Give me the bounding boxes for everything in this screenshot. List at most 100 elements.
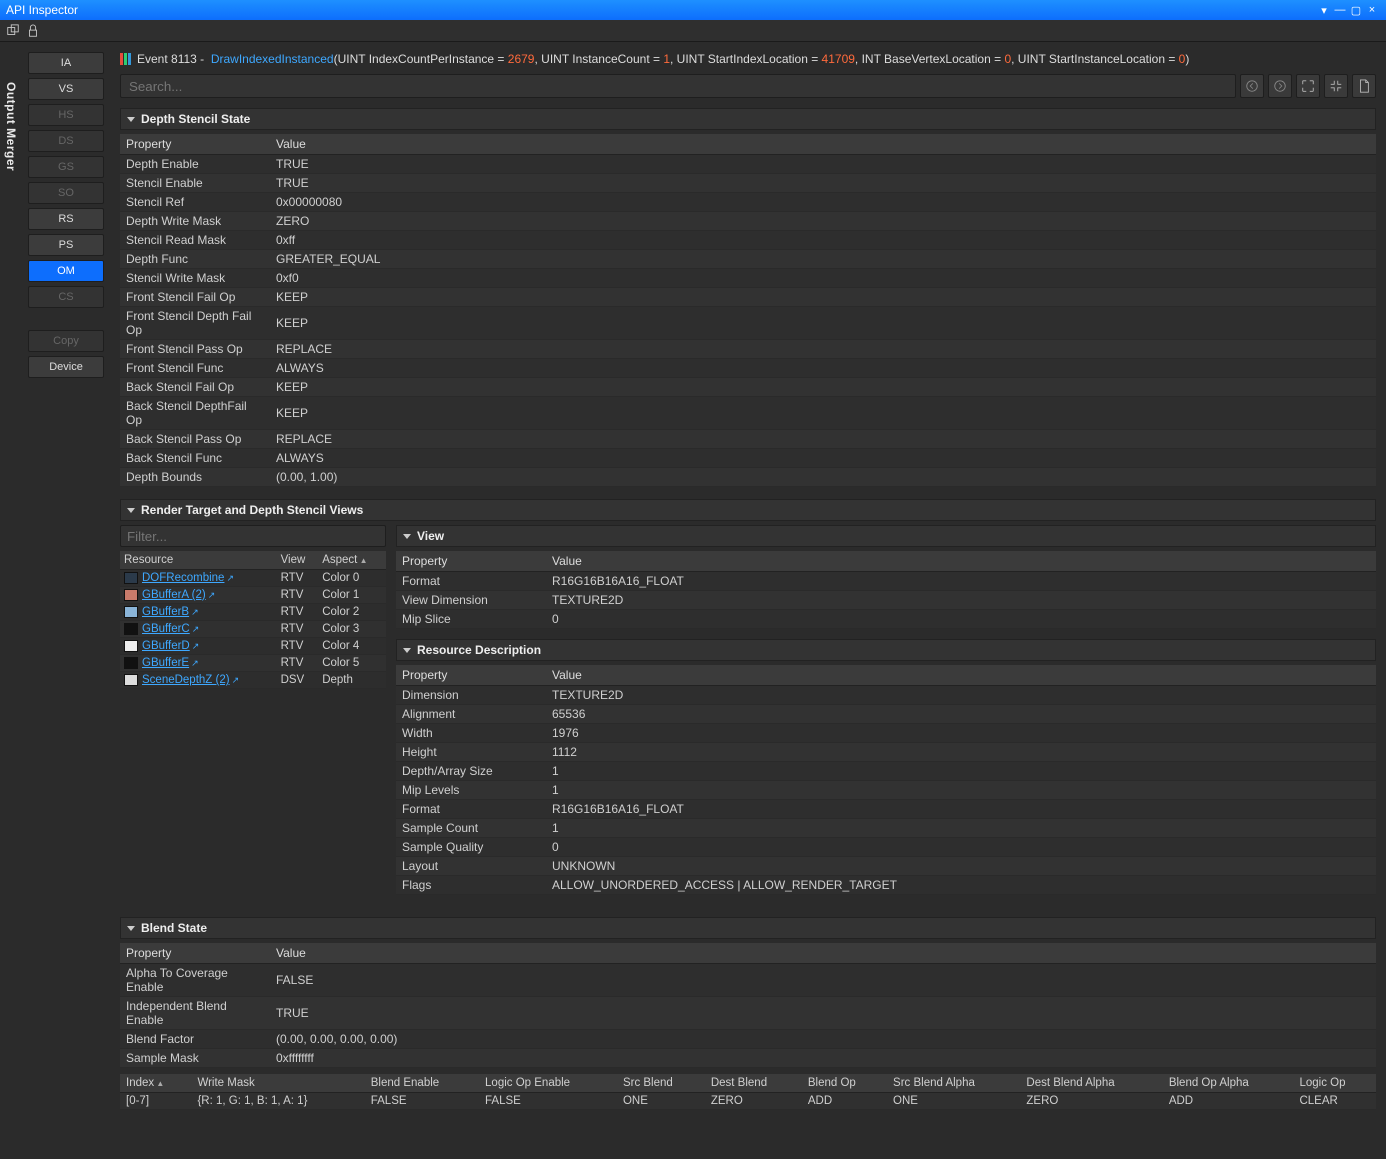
chevron-down-icon [403, 648, 411, 653]
chevron-down-icon [127, 508, 135, 513]
stage-om-button[interactable]: OM [28, 260, 104, 282]
resource-row[interactable]: GBufferD↗RTVColor 4 [120, 638, 386, 655]
resource-link[interactable]: GBufferA (2) [142, 589, 206, 601]
value-cell: (0.00, 1.00) [270, 468, 1376, 487]
property-cell: Independent Blend Enable [120, 997, 270, 1030]
column-header[interactable]: Property [396, 665, 546, 686]
property-cell: Stencil Write Mask [120, 269, 270, 288]
column-header[interactable]: Resource [120, 551, 277, 570]
column-header[interactable]: Logic Op [1293, 1074, 1376, 1093]
resource-swatch-icon [124, 606, 138, 618]
property-cell: Mip Slice [396, 610, 546, 629]
property-cell: Sample Quality [396, 838, 546, 857]
next-icon[interactable] [1268, 74, 1292, 98]
rtdsv-header[interactable]: Render Target and Depth Stencil Views [120, 499, 1376, 521]
resource-row[interactable]: GBufferA (2)↗RTVColor 1 [120, 587, 386, 604]
property-cell: Back Stencil Fail Op [120, 378, 270, 397]
table-row: Back Stencil FuncALWAYS [120, 449, 1376, 468]
section-title: View [417, 529, 444, 543]
document-icon[interactable] [1352, 74, 1376, 98]
column-header[interactable]: Blend Op [802, 1074, 887, 1093]
column-header[interactable]: Src Blend [617, 1074, 705, 1093]
maximize-icon[interactable]: ▢ [1348, 4, 1364, 17]
collapse-icon[interactable] [1324, 74, 1348, 98]
depth-stencil-table: PropertyValueDepth EnableTRUEStencil Ena… [120, 134, 1376, 487]
resource-link[interactable]: GBufferC [142, 623, 190, 635]
resource-link[interactable]: GBufferE [142, 657, 189, 669]
stage-rs-button[interactable]: RS [28, 208, 104, 230]
value-cell: GREATER_EQUAL [270, 250, 1376, 269]
resource-link[interactable]: GBufferB [142, 606, 189, 618]
column-header[interactable]: Property [120, 134, 270, 155]
column-header[interactable]: Value [546, 665, 1376, 686]
stage-ia-button[interactable]: IA [28, 52, 104, 74]
value-cell: ALWAYS [270, 449, 1376, 468]
view-header[interactable]: View [396, 525, 1376, 547]
restore-icon[interactable]: — [1332, 4, 1348, 16]
blend-header[interactable]: Blend State [120, 917, 1376, 939]
chevron-down-icon [403, 534, 411, 539]
vertical-tab[interactable]: Output Merger [0, 42, 22, 1159]
resource-link[interactable]: SceneDepthZ (2) [142, 674, 230, 686]
column-header[interactable]: Index [120, 1074, 191, 1093]
resource-row[interactable]: GBufferE↗RTVColor 5 [120, 655, 386, 672]
window-title: API Inspector [6, 3, 78, 17]
search-input[interactable] [120, 74, 1236, 98]
value-cell: REPLACE [270, 430, 1376, 449]
property-cell: Front Stencil Func [120, 359, 270, 378]
table-row: Front Stencil Pass OpREPLACE [120, 340, 1376, 359]
column-header[interactable]: Property [396, 551, 546, 572]
section-title: Render Target and Depth Stencil Views [141, 503, 363, 517]
resdesc-header[interactable]: Resource Description [396, 639, 1376, 661]
resource-row[interactable]: SceneDepthZ (2)↗DSVDepth [120, 672, 386, 689]
property-cell: Stencil Enable [120, 174, 270, 193]
expand-icon[interactable] [1296, 74, 1320, 98]
column-header[interactable]: Write Mask [191, 1074, 364, 1093]
resource-row[interactable]: GBufferC↗RTVColor 3 [120, 621, 386, 638]
resource-row[interactable]: DOFRecombine↗RTVColor 0 [120, 570, 386, 587]
property-cell: Back Stencil Func [120, 449, 270, 468]
close-icon[interactable]: × [1364, 4, 1380, 16]
column-header[interactable]: Logic Op Enable [479, 1074, 617, 1093]
column-header[interactable]: View [277, 551, 319, 570]
property-cell: Format [396, 572, 546, 591]
prev-icon[interactable] [1240, 74, 1264, 98]
column-header[interactable]: Aspect [318, 551, 386, 570]
value-cell: 0x00000080 [270, 193, 1376, 212]
value-cell: ZERO [270, 212, 1376, 231]
minimize-icon[interactable]: ▾ [1316, 4, 1332, 17]
table-row: Stencil Write Mask0xf0 [120, 269, 1376, 288]
external-icon: ↗ [192, 641, 200, 651]
property-cell: Back Stencil Pass Op [120, 430, 270, 449]
column-header[interactable]: Value [546, 551, 1376, 572]
value-cell: 1 [546, 819, 1376, 838]
column-header[interactable]: Value [270, 943, 1376, 964]
column-header[interactable]: Dest Blend [705, 1074, 802, 1093]
resource-link[interactable]: GBufferD [142, 640, 190, 652]
column-header[interactable]: Blend Enable [365, 1074, 479, 1093]
lock-icon[interactable] [26, 24, 40, 38]
stage-so-button: SO [28, 182, 104, 204]
column-header[interactable]: Value [270, 134, 1376, 155]
column-header[interactable]: Blend Op Alpha [1163, 1074, 1294, 1093]
column-header[interactable]: Src Blend Alpha [887, 1074, 1020, 1093]
filter-input[interactable] [120, 525, 386, 547]
depth-stencil-header[interactable]: Depth Stencil State [120, 108, 1376, 130]
stage-vs-button[interactable]: VS [28, 78, 104, 100]
value-cell: ALWAYS [270, 359, 1376, 378]
value-cell: KEEP [270, 288, 1376, 307]
table-row: Back Stencil Fail OpKEEP [120, 378, 1376, 397]
column-header[interactable]: Property [120, 943, 270, 964]
stage-ps-button[interactable]: PS [28, 234, 104, 256]
resource-row[interactable]: GBufferB↗RTVColor 2 [120, 604, 386, 621]
view-table: PropertyValueFormatR16G16B16A16_FLOATVie… [396, 551, 1376, 629]
device-button[interactable]: Device [28, 356, 104, 378]
table-row: Sample Count1 [396, 819, 1376, 838]
popout-icon[interactable] [6, 24, 20, 38]
event-bars-icon [120, 53, 131, 65]
section-title: Resource Description [417, 643, 541, 657]
resource-link[interactable]: DOFRecombine [142, 572, 224, 584]
property-cell: Back Stencil DepthFail Op [120, 397, 270, 430]
column-header[interactable]: Dest Blend Alpha [1020, 1074, 1162, 1093]
property-cell: Depth Func [120, 250, 270, 269]
